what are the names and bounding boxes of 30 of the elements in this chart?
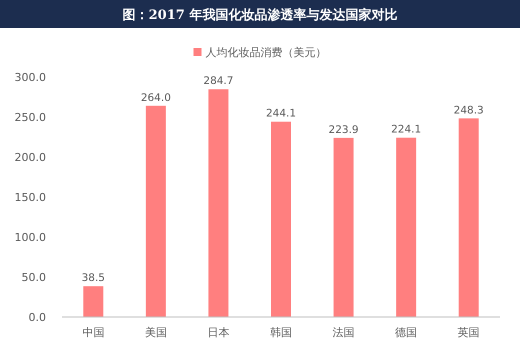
bar — [396, 138, 416, 317]
chart-title: 图：2017 年我国化妆品渗透率与发达国家对比 — [122, 7, 398, 23]
y-tick-label: 250.0 — [14, 111, 46, 124]
x-tick-label: 美国 — [144, 326, 167, 339]
y-tick-label: 200.0 — [14, 151, 46, 164]
text: 264.0 — [140, 92, 171, 104]
y-tick-label: 150.0 — [14, 191, 46, 204]
y-tick-label: 50.0 — [22, 271, 46, 284]
text: 284.7 — [203, 75, 234, 88]
x-tick-label: 英国 — [458, 326, 480, 339]
text: 224.1 — [391, 124, 422, 136]
y-tick-label: 300.0 — [14, 71, 46, 84]
bar — [458, 118, 479, 317]
bar — [271, 122, 291, 317]
y-tick-label: 0.0 — [28, 311, 46, 324]
text: 223.9 — [328, 124, 359, 136]
x-tick-label: 日本 — [207, 326, 230, 339]
text: 248.3 — [454, 104, 484, 116]
text: 38.5 — [82, 272, 105, 284]
x-tick-label: 德国 — [395, 326, 418, 339]
text: 244.1 — [266, 108, 296, 120]
x-tick-label: 韩国 — [270, 326, 292, 339]
legend-label: 人均化妆品消费（美元） — [206, 46, 326, 59]
bar — [83, 286, 104, 317]
bar — [208, 89, 228, 317]
x-tick-label: 法国 — [332, 326, 355, 339]
bar — [334, 138, 354, 317]
x-tick-label: 中国 — [82, 326, 104, 339]
y-tick-label: 100.0 — [14, 231, 46, 244]
bar — [146, 106, 166, 317]
